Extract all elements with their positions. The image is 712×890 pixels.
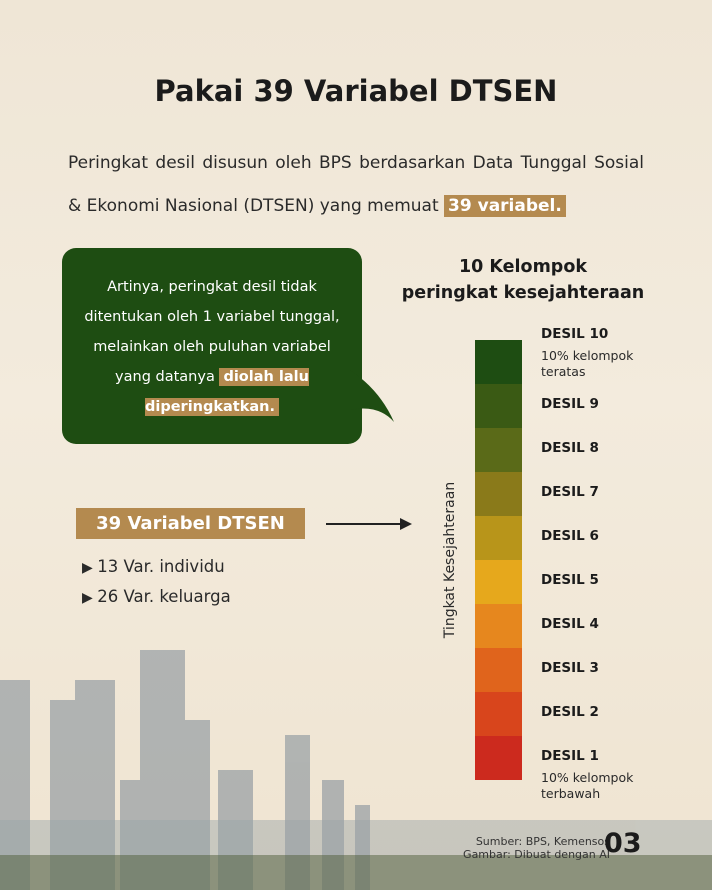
intro-text: Peringkat desil disusun oleh BPS berdasa… xyxy=(68,153,644,216)
level-segment xyxy=(475,428,522,472)
level-label: DESIL 8 xyxy=(541,440,599,456)
intro-highlight: 39 variabel. xyxy=(444,195,566,217)
level-label: DESIL 9 xyxy=(541,396,599,412)
variable-text: 13 Var. individu xyxy=(97,557,225,576)
level-segment xyxy=(475,692,522,736)
variable-text: 26 Var. keluarga xyxy=(97,587,231,606)
variable-item: ▶ 26 Var. keluarga xyxy=(82,587,231,606)
level-label: DESIL 1 xyxy=(541,748,599,764)
level-segment xyxy=(475,516,522,560)
scale-title-line: peringkat kesejahteraan xyxy=(401,283,645,303)
level-segment xyxy=(475,384,522,428)
variable-item: ▶ 13 Var. individu xyxy=(82,557,225,576)
level-segment xyxy=(475,604,522,648)
skyline xyxy=(0,650,712,890)
level-label: DESIL 2 xyxy=(541,704,599,720)
level-segment xyxy=(475,736,522,780)
intro: Peringkat desil disusun oleh BPS berdasa… xyxy=(68,142,644,228)
level-segment xyxy=(475,472,522,516)
callout-tail xyxy=(350,370,394,422)
page-number: 03 xyxy=(604,828,642,859)
level-segment xyxy=(475,560,522,604)
level-label: DESIL 7 xyxy=(541,484,599,500)
callout-text: Artinya, peringkat desil tidak ditentuka… xyxy=(84,272,340,422)
level-segment xyxy=(475,340,522,384)
level-label: DESIL 4 xyxy=(541,616,599,632)
level-segment xyxy=(475,648,522,692)
source: Sumber: BPS, Kemensos xyxy=(475,835,610,848)
level-label: DESIL 10 xyxy=(541,326,609,342)
image-credit: Gambar: Dibuat dengan AI xyxy=(463,848,610,861)
axis-label: Tingkat Kesejahteraan xyxy=(442,481,458,639)
callout-body: Artinya, peringkat desil tidak ditentuka… xyxy=(84,279,340,385)
title: Pakai 39 Variabel DTSEN xyxy=(154,74,558,108)
level-note: 10% kelompok teratas xyxy=(541,348,634,379)
level-label: DESIL 6 xyxy=(541,528,599,544)
level-label: DESIL 3 xyxy=(541,660,599,676)
level-note: 10% kelompok terbawah xyxy=(541,770,634,801)
arrow xyxy=(326,518,412,530)
footer: Sumber: BPS, Kemensos Gambar: Dibuat deng… xyxy=(440,835,610,861)
scale-title: 10 Kelompok peringkat kesejahteraan xyxy=(398,254,648,306)
scale-title-line: 10 Kelompok xyxy=(458,257,587,277)
variables-label: 39 Variabel DTSEN xyxy=(76,508,305,539)
level-label: DESIL 5 xyxy=(541,572,599,588)
